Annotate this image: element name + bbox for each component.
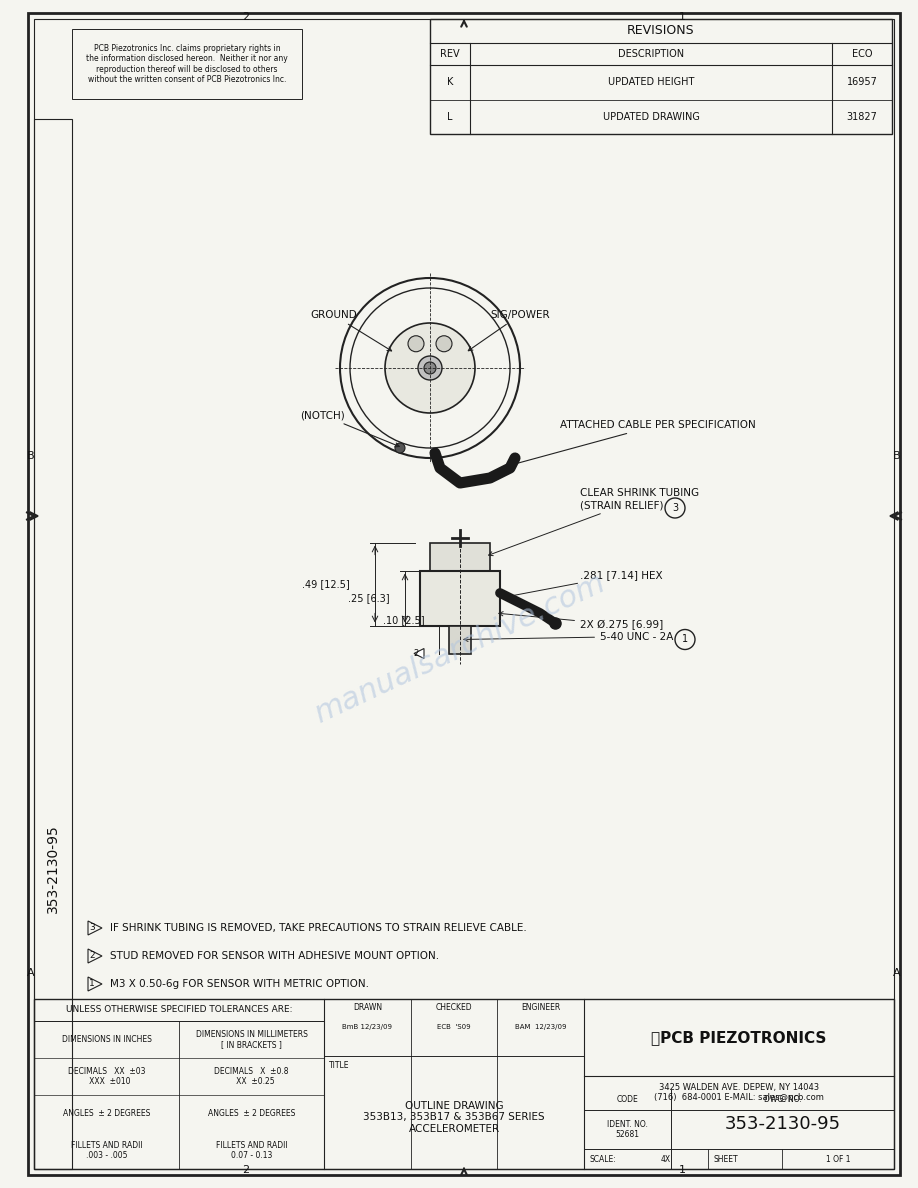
Text: CLEAR SHRINK TUBING
(STRAIN RELIEF): CLEAR SHRINK TUBING (STRAIN RELIEF): [488, 488, 700, 556]
Text: 353-2130-95: 353-2130-95: [46, 824, 60, 914]
Text: .281 [7.14] HEX: .281 [7.14] HEX: [504, 570, 663, 599]
Text: B: B: [28, 451, 35, 461]
Text: .49 [12.5]: .49 [12.5]: [302, 579, 350, 589]
Text: manualsarchive.com: manualsarchive.com: [310, 568, 610, 728]
Text: 16957: 16957: [846, 77, 878, 87]
Text: BmB 12/23/09: BmB 12/23/09: [342, 1024, 392, 1030]
Text: ANGLES  ± 2 DEGREES: ANGLES ± 2 DEGREES: [207, 1110, 296, 1118]
Text: 2X Ø.275 [6.99]: 2X Ø.275 [6.99]: [498, 612, 663, 630]
Text: FILLETS AND RADII
0.07 - 0.13: FILLETS AND RADII 0.07 - 0.13: [216, 1140, 287, 1161]
Text: OUTLINE DRAWING
353B13, 353B17 & 353B67 SERIES
ACCELEROMETER: OUTLINE DRAWING 353B13, 353B17 & 353B67 …: [364, 1101, 544, 1133]
Text: K: K: [447, 77, 453, 87]
Text: SIG/POWER: SIG/POWER: [468, 310, 550, 350]
Circle shape: [385, 323, 475, 413]
Text: 1: 1: [89, 979, 95, 988]
Bar: [34, 999, 894, 1169]
Circle shape: [395, 443, 405, 453]
Text: B: B: [893, 451, 901, 461]
Text: DECIMALS   X  ±0.8
   XX  ±0.25: DECIMALS X ±0.8 XX ±0.25: [214, 1067, 289, 1086]
Text: M3 X 0.50-6g FOR SENSOR WITH METRIC OPTION.: M3 X 0.50-6g FOR SENSOR WITH METRIC OPTI…: [110, 979, 369, 988]
Text: 2: 2: [413, 649, 419, 658]
Text: CODE: CODE: [617, 1095, 638, 1104]
Bar: [34, 119, 72, 1169]
Text: DIMENSIONS IN INCHES: DIMENSIONS IN INCHES: [62, 1035, 151, 1044]
Text: IDENT. NO.
52681: IDENT. NO. 52681: [607, 1119, 648, 1139]
Text: SCALE:: SCALE:: [589, 1155, 616, 1163]
Bar: [430, 19, 892, 134]
Circle shape: [418, 356, 442, 380]
Text: (NOTCH): (NOTCH): [300, 410, 399, 447]
Text: ECO: ECO: [852, 49, 872, 59]
Text: 1 OF 1: 1 OF 1: [826, 1155, 850, 1163]
Text: UPDATED HEIGHT: UPDATED HEIGHT: [608, 77, 694, 87]
Circle shape: [424, 362, 436, 374]
Text: DIMENSIONS IN MILLIMETERS
[ IN BRACKETS ]: DIMENSIONS IN MILLIMETERS [ IN BRACKETS …: [196, 1030, 308, 1049]
Text: 31827: 31827: [846, 112, 878, 121]
Text: REVISIONS: REVISIONS: [627, 25, 695, 38]
Circle shape: [436, 336, 452, 352]
Text: UNLESS OTHERWISE SPECIFIED TOLERANCES ARE:: UNLESS OTHERWISE SPECIFIED TOLERANCES AR…: [66, 1005, 292, 1015]
Text: FILLETS AND RADII
.003 - .005: FILLETS AND RADII .003 - .005: [71, 1140, 142, 1161]
Bar: [420, 570, 500, 626]
Text: 3425 WALDEN AVE. DEPEW, NY 14043: 3425 WALDEN AVE. DEPEW, NY 14043: [659, 1083, 819, 1092]
Text: CHECKED: CHECKED: [436, 1004, 473, 1012]
Text: UPDATED DRAWING: UPDATED DRAWING: [602, 112, 700, 121]
Text: (716)  684-0001 E-MAIL: sales@pcb.com: (716) 684-0001 E-MAIL: sales@pcb.com: [654, 1093, 824, 1102]
Text: DRAWN: DRAWN: [353, 1004, 382, 1012]
Text: 3: 3: [672, 503, 678, 513]
Text: 4X: 4X: [661, 1155, 671, 1163]
Text: IF SHRINK TUBING IS REMOVED, TAKE PRECAUTIONS TO STRAIN RELIEVE CABLE.: IF SHRINK TUBING IS REMOVED, TAKE PRECAU…: [110, 923, 527, 933]
Text: .25 [6.3]: .25 [6.3]: [348, 593, 390, 604]
Text: 353-2130-95: 353-2130-95: [724, 1116, 841, 1133]
Text: DESCRIPTION: DESCRIPTION: [618, 49, 684, 59]
Text: 5-40 UNC - 2A: 5-40 UNC - 2A: [464, 632, 674, 642]
Bar: [449, 626, 471, 653]
Text: 1: 1: [678, 1165, 686, 1175]
Text: ATTACHED CABLE PER SPECIFICATION: ATTACHED CABLE PER SPECIFICATION: [504, 421, 756, 468]
Text: SHEET: SHEET: [713, 1155, 738, 1163]
Text: BAM  12/23/09: BAM 12/23/09: [515, 1024, 566, 1030]
Bar: [72, 29, 302, 99]
Text: DECIMALS   XX  ±03
   XXX  ±010: DECIMALS XX ±03 XXX ±010: [68, 1067, 145, 1086]
Text: A: A: [893, 968, 901, 979]
Text: 3: 3: [89, 923, 95, 933]
Text: 2: 2: [242, 12, 250, 23]
Text: 1: 1: [678, 12, 686, 23]
Text: REV: REV: [441, 49, 460, 59]
Text: 2: 2: [89, 952, 95, 961]
Circle shape: [408, 336, 424, 352]
Text: .10 [2.5]: .10 [2.5]: [383, 615, 425, 626]
Bar: [430, 543, 490, 570]
Text: ENGINEER: ENGINEER: [521, 1004, 560, 1012]
Text: PCB Piezotronics Inc. claims proprietary rights in
the information disclosed her: PCB Piezotronics Inc. claims proprietary…: [86, 44, 288, 84]
Text: ECB  'S09: ECB 'S09: [437, 1024, 471, 1030]
Text: TITLE: TITLE: [329, 1061, 350, 1069]
Text: ANGLES  ± 2 DEGREES: ANGLES ± 2 DEGREES: [62, 1110, 151, 1118]
Text: STUD REMOVED FOR SENSOR WITH ADHESIVE MOUNT OPTION.: STUD REMOVED FOR SENSOR WITH ADHESIVE MO…: [110, 952, 439, 961]
Text: L: L: [447, 112, 453, 121]
Text: A: A: [28, 968, 35, 979]
Polygon shape: [414, 649, 424, 658]
Text: GROUND: GROUND: [310, 310, 392, 350]
Text: DWG. NO.: DWG. NO.: [764, 1095, 801, 1104]
Text: 2: 2: [242, 1165, 250, 1175]
Text: 1: 1: [682, 634, 688, 645]
Text: ⓁPCB PIEZOTRONICS: ⓁPCB PIEZOTRONICS: [651, 1030, 827, 1044]
